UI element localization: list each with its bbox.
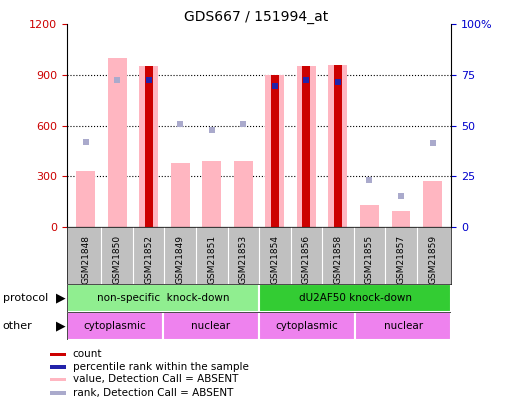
Text: GSM21851: GSM21851 <box>207 235 216 284</box>
Bar <box>297 66 316 227</box>
Text: GSM21858: GSM21858 <box>333 235 342 284</box>
Bar <box>271 75 279 227</box>
Bar <box>108 58 127 227</box>
Bar <box>163 312 259 340</box>
Bar <box>391 211 410 227</box>
Text: GDS667 / 151994_at: GDS667 / 151994_at <box>184 10 329 24</box>
Text: rank, Detection Call = ABSENT: rank, Detection Call = ABSENT <box>73 388 233 398</box>
Text: GSM21853: GSM21853 <box>239 235 248 284</box>
Bar <box>234 161 253 227</box>
Bar <box>139 66 158 227</box>
Text: ▶: ▶ <box>56 291 65 304</box>
Text: GSM21850: GSM21850 <box>113 235 122 284</box>
Bar <box>171 163 190 227</box>
Text: ▶: ▶ <box>56 320 65 333</box>
Text: non-specific  knock-down: non-specific knock-down <box>96 293 229 303</box>
Bar <box>423 181 442 227</box>
Bar <box>259 312 355 340</box>
Text: GSM21848: GSM21848 <box>81 235 90 284</box>
Bar <box>334 65 342 227</box>
Bar <box>355 312 451 340</box>
Bar <box>360 205 379 227</box>
Bar <box>50 391 66 395</box>
Text: GSM21854: GSM21854 <box>270 235 280 284</box>
Text: GSM21855: GSM21855 <box>365 235 374 284</box>
Text: dU2AF50 knock-down: dU2AF50 knock-down <box>299 293 412 303</box>
Text: count: count <box>73 350 102 360</box>
Bar <box>202 161 221 227</box>
Text: protocol: protocol <box>3 293 48 303</box>
Bar <box>145 66 153 227</box>
Bar <box>67 312 163 340</box>
Text: GSM21852: GSM21852 <box>144 235 153 284</box>
Text: value, Detection Call = ABSENT: value, Detection Call = ABSENT <box>73 374 238 384</box>
Bar <box>76 171 95 227</box>
Bar <box>259 284 451 312</box>
Text: nuclear: nuclear <box>191 321 230 331</box>
Bar <box>50 378 66 381</box>
Text: GSM21849: GSM21849 <box>176 235 185 284</box>
Text: GSM21857: GSM21857 <box>397 235 405 284</box>
Bar <box>50 365 66 369</box>
Text: cytoplasmic: cytoplasmic <box>84 321 146 331</box>
Bar <box>265 75 284 227</box>
Text: cytoplasmic: cytoplasmic <box>276 321 339 331</box>
Bar <box>303 66 310 227</box>
Text: nuclear: nuclear <box>384 321 423 331</box>
Text: other: other <box>3 321 32 331</box>
Bar <box>328 65 347 227</box>
Text: GSM21856: GSM21856 <box>302 235 311 284</box>
Text: percentile rank within the sample: percentile rank within the sample <box>73 362 248 372</box>
Text: GSM21859: GSM21859 <box>428 235 437 284</box>
Bar <box>67 284 259 312</box>
Bar <box>50 353 66 356</box>
